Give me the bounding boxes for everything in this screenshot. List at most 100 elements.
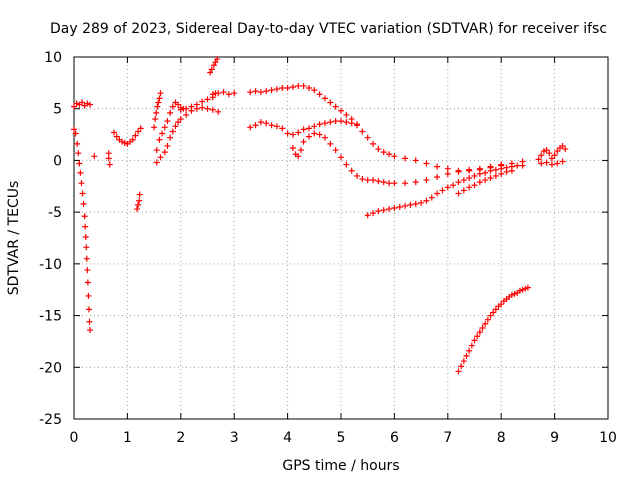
data-point [263,88,270,95]
data-point [487,175,494,182]
data-point [132,132,139,139]
series [535,142,569,168]
data-point [332,147,339,154]
data-point [474,333,481,340]
data-point [444,170,451,177]
data-point [402,202,409,209]
series [91,150,143,213]
data-point [538,160,545,167]
data-point [439,187,446,194]
data-point [546,150,553,157]
data-point [188,103,195,110]
data-point [84,279,91,286]
data-point [359,128,366,135]
series [177,94,216,113]
data-point [295,82,302,89]
data-point [316,131,323,138]
data-point [105,155,112,162]
data-point [380,179,387,186]
data-point [80,200,87,207]
data-point [135,201,142,208]
data-point [444,165,451,172]
data-point [72,130,79,137]
data-point [386,206,393,213]
data-point [169,103,176,110]
data-point [85,292,92,299]
data-point [297,147,304,154]
data-point [338,107,344,114]
data-point [136,197,143,204]
x-tick-label: 7 [443,430,452,446]
series [71,126,94,334]
axis-ticks: 0 1 2 3 4 5 6 7 8 9 10 -25 -20 -15 -10 -5 0 5 10 [39,50,617,446]
data-point [289,145,296,152]
data-point [284,130,291,137]
data-point [209,91,216,98]
data-point [83,255,90,262]
data-point [348,167,355,174]
data-point [471,182,478,189]
data-point [375,178,382,185]
x-tick-label: 3 [230,430,239,446]
data-point [450,182,457,189]
data-point [75,150,82,157]
data-point [407,201,414,208]
data-point [279,85,286,92]
data-point [482,177,489,184]
data-point [508,167,515,174]
x-tick-label: 4 [283,430,292,446]
data-point [538,152,545,159]
data-point [468,342,475,349]
data-point [476,170,483,177]
data-point [540,148,547,155]
x-tick-label: 8 [497,430,506,446]
data-point [79,190,86,197]
data-point [71,126,77,133]
data-point [434,190,441,197]
data-point [175,119,182,126]
data-point [375,208,382,215]
series [455,284,531,375]
data-point [316,91,323,98]
data-point [327,99,334,106]
data-point [151,124,158,131]
data-point [111,129,118,136]
data-point [516,287,523,294]
data-point [73,100,80,107]
grid [74,57,608,419]
data-point [412,157,419,164]
data-point [364,134,371,141]
data-point [82,233,89,240]
y-tick-label: 0 [53,153,62,169]
data-point [289,83,296,90]
data-point [321,95,328,102]
data-point [106,161,113,168]
data-point [121,139,128,146]
data-point [554,160,561,167]
data-point [157,154,164,161]
data-point [519,286,526,293]
data-point [300,138,307,145]
data-point [273,86,280,93]
data-point [364,212,371,219]
y-tick-label: -25 [39,412,62,428]
data-point [402,155,409,162]
data-point [551,152,558,159]
data-point [169,128,176,135]
data-point [479,324,486,331]
series [289,130,505,187]
data-point [434,173,441,180]
y-tick-label: 10 [44,50,62,66]
data-point [503,168,510,175]
data-point [79,99,86,106]
data-point [225,91,232,98]
series [247,118,361,138]
data-point [458,363,465,370]
data-point [375,146,382,153]
data-point [482,320,489,327]
data-point [514,162,521,169]
data-point [466,347,473,354]
series [209,89,238,98]
series [153,99,187,154]
